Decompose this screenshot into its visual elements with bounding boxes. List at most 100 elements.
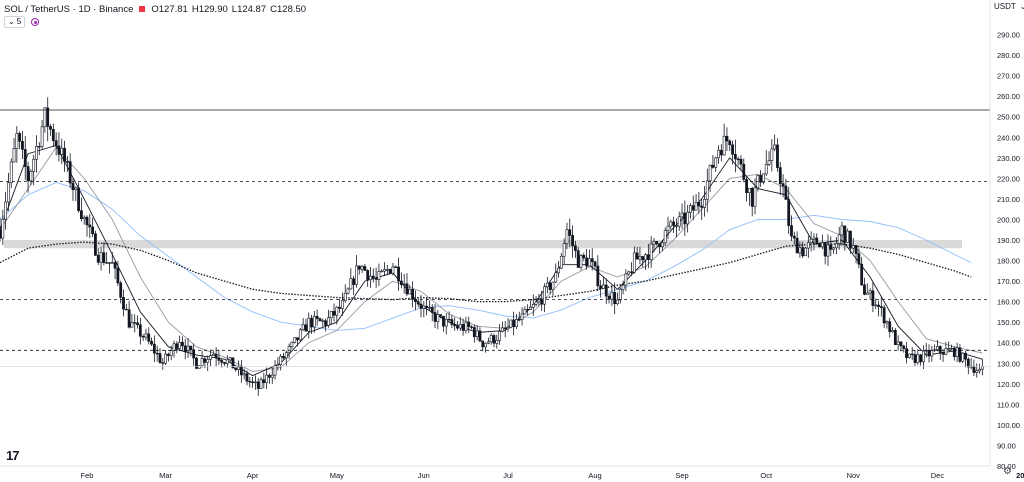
candle-body (192, 349, 196, 359)
candle-body (130, 322, 134, 328)
candle-body (686, 212, 690, 225)
candle-body (719, 149, 723, 156)
candle-body (837, 234, 841, 244)
candle-body (849, 230, 852, 249)
candle-body (206, 359, 210, 363)
candle-body (79, 210, 83, 219)
candle-body (559, 255, 563, 269)
candle-body (209, 355, 212, 360)
x-tick-label: Mar (159, 471, 172, 480)
ma-slow-line (0, 182, 972, 331)
candle-body (742, 163, 746, 180)
candle-body (0, 229, 2, 239)
ma-fast-line (0, 144, 983, 377)
candle-body (388, 269, 392, 274)
candle-body (770, 148, 774, 161)
candle-body (964, 352, 967, 360)
candle-body (736, 158, 740, 161)
candle-body (543, 286, 546, 305)
candle-body (863, 284, 866, 295)
candle-body (225, 359, 229, 364)
indicator-collapse-button[interactable]: ⌄ 5 (4, 16, 26, 28)
candle-body (669, 221, 673, 227)
indicator-status-icon[interactable] (31, 18, 40, 26)
x-tick-label: Oct (760, 471, 773, 480)
candle-body (68, 161, 72, 184)
candle-body (568, 229, 572, 236)
candle-body (4, 201, 8, 220)
y-tick-label: 150.00 (997, 318, 1020, 327)
candle-body (624, 273, 628, 286)
candle-body (436, 314, 440, 322)
candle-body (248, 381, 252, 383)
candle-body (585, 257, 589, 267)
candle-body (394, 266, 398, 268)
candle-body (509, 319, 513, 328)
x-tick-label: Sep (675, 471, 688, 480)
y-tick-label: 120.00 (997, 380, 1020, 389)
candle-body (102, 252, 106, 263)
candle-body (573, 245, 577, 251)
candle-body (801, 247, 805, 257)
candle-body (745, 179, 748, 194)
candle-body (341, 300, 344, 309)
candle-body (335, 306, 339, 316)
candle-body (108, 262, 111, 264)
y-tick-label: 170.00 (997, 277, 1020, 286)
candle-body (893, 329, 897, 345)
candle-body (576, 250, 580, 268)
candle-body (357, 265, 361, 270)
candle-body (99, 252, 103, 263)
candle-body (781, 183, 785, 187)
candle-body (804, 247, 807, 257)
x-tick-label: Apr (247, 471, 259, 480)
x-tick-label: Nov (847, 471, 861, 480)
candle-body (377, 271, 381, 280)
candle-body (936, 346, 939, 350)
candle-body (919, 354, 923, 363)
candle-body (158, 353, 162, 363)
candle-body (941, 352, 945, 355)
candle-body (444, 318, 448, 327)
candle-body (649, 243, 653, 260)
candle-body (475, 330, 479, 338)
candle-body (105, 262, 109, 264)
candle-body (972, 366, 976, 373)
currency-selector[interactable]: USDT ⌄ (994, 2, 1024, 11)
candle-body (666, 225, 670, 231)
candle-body (531, 304, 535, 308)
tradingview-logo-icon[interactable]: 17 (6, 448, 20, 463)
x-tick-label: Feb (81, 471, 94, 480)
candle-body (503, 327, 507, 330)
candle-body (930, 350, 934, 357)
candle-body (51, 129, 55, 141)
candle-body (175, 343, 179, 349)
candle-body (88, 224, 92, 228)
candle-body (486, 341, 490, 344)
price-axis (990, 0, 1024, 482)
y-tick-label: 280.00 (997, 51, 1020, 60)
candle-body (397, 266, 400, 282)
candle-body (82, 216, 86, 219)
candle-body (700, 205, 704, 208)
candle-body (933, 349, 937, 351)
chevron-down-icon: ⌄ (8, 17, 15, 26)
candle-body (630, 271, 633, 273)
candle-body (355, 265, 358, 285)
candle-body (820, 242, 824, 248)
candle-body (54, 140, 58, 147)
candle-body (747, 188, 751, 194)
y-tick-label: 200.00 (997, 215, 1020, 224)
gear-icon[interactable]: ⚙ (1003, 466, 1012, 477)
candle-body (245, 373, 249, 382)
y-tick-label: 180.00 (997, 257, 1020, 266)
symbol-label[interactable]: SOL / TetherUS · 1D · Binance (4, 3, 134, 15)
flag-icon[interactable] (139, 6, 146, 12)
candle-body (21, 141, 24, 150)
candle-body (927, 349, 931, 357)
close-value: C128.50 (270, 3, 307, 15)
candle-body (478, 330, 482, 342)
candle-body (812, 237, 816, 240)
y-tick-label: 190.00 (997, 236, 1020, 245)
